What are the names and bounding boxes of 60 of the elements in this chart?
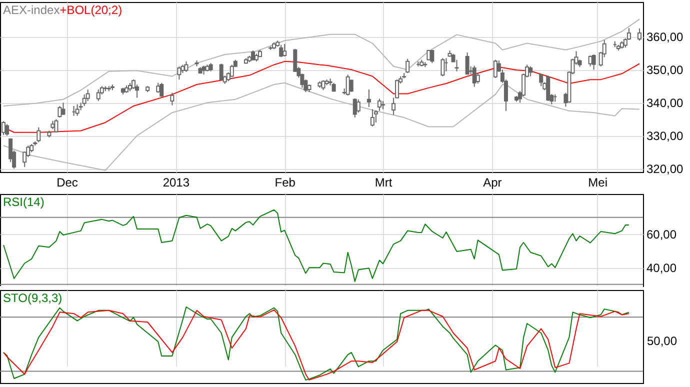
candlestick [346,74,350,96]
candlestick [356,98,360,114]
x-tick-label: Mei [588,176,608,190]
candlestick [250,50,255,61]
candlestick [279,44,284,58]
candlestick [406,58,410,74]
candlestick [156,82,160,94]
candlestick [592,54,596,70]
candlestick [465,52,470,76]
y-tick-label: 360,00 [646,30,684,44]
y-tick-label: 350,00 [646,63,684,78]
candlestick [86,88,90,102]
y-tick-label: 320,00 [646,162,684,176]
candlestick [472,65,476,88]
candlestick [230,64,234,78]
line-series [3,82,640,171]
y-tick-label: 40,00 [646,261,677,276]
y-tick-label: 340,00 [646,96,684,110]
line-series [3,18,640,106]
candlestick [366,88,371,108]
candlestick [493,59,498,78]
candlestick [539,73,544,87]
candlestick [170,92,174,106]
candlestick [349,79,354,92]
y-tick-label: 330,00 [646,129,684,144]
candlestick [282,43,287,57]
candlestick [219,63,224,81]
candlestick [160,82,164,98]
candlestick [82,94,86,106]
x-tick-label: Mrt [374,176,393,190]
candlestick [637,28,642,42]
x-tick-label: Dec [56,176,78,190]
line-series [3,209,630,282]
candlestick [61,102,66,116]
candlestick [430,49,434,64]
candlestick [546,75,550,102]
candlestick [54,118,58,133]
candlestick [5,124,10,136]
candlestick [377,98,382,112]
candlestick [440,58,445,77]
text: +BOL(20;2) [60,3,122,17]
candlestick [321,80,326,91]
y-tick-label: 60,00 [646,228,677,242]
candlestick [528,66,533,77]
x-tick-label: Feb [274,176,296,190]
candlestick [177,66,182,80]
chart-title: RSI(14) [3,195,44,209]
text: 50,00 [647,334,678,348]
x-tick-label: 2013 [162,176,190,190]
candlestick [184,60,188,72]
candlestick [370,108,374,127]
x-tick-label: Apr [483,176,502,190]
candlestick [96,88,100,102]
candlestick [58,105,62,118]
candlestick [36,126,41,143]
candlestick [352,98,357,118]
candlestick [374,110,378,123]
chart-title: AEX-index [3,3,60,17]
candlestick [75,104,80,116]
chart-title: STO(9,3,3) [3,291,62,305]
